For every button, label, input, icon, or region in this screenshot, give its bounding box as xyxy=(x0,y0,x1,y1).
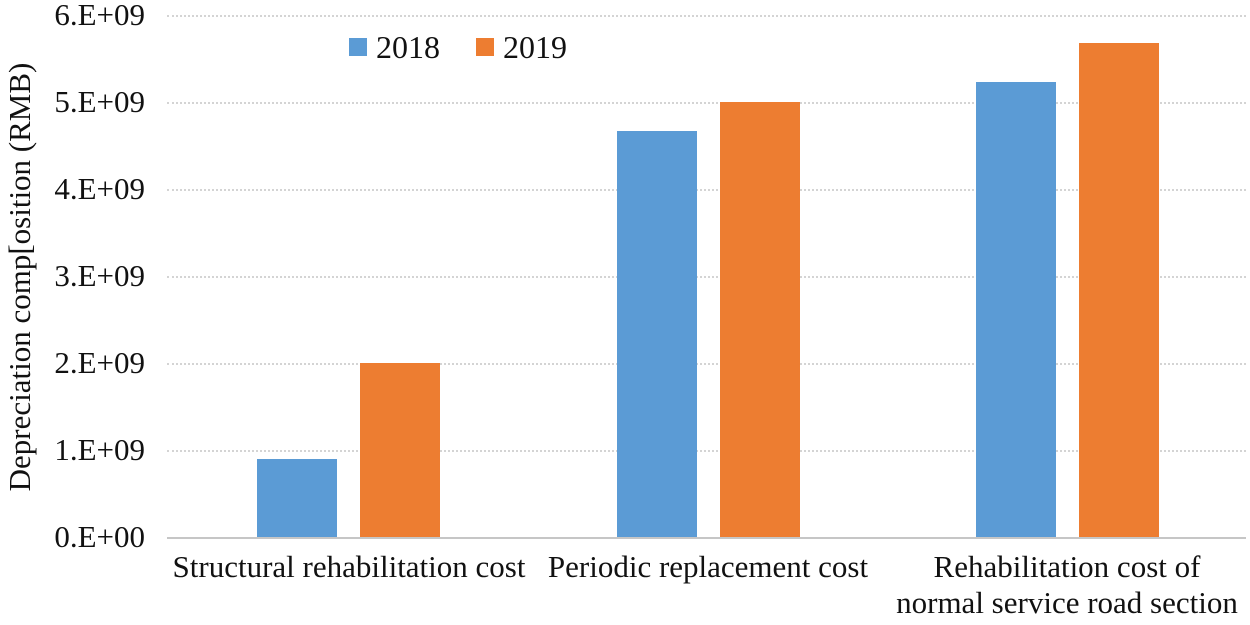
legend: 2018 2019 xyxy=(349,31,567,63)
category-label-periodic-replacement: Periodic replacement cost xyxy=(547,549,869,584)
y-axis-tick-label: 6.E+09 xyxy=(54,0,145,32)
gridline-1e9 xyxy=(167,450,1246,452)
legend-label-2018: 2018 xyxy=(376,29,440,65)
gridline-4e9 xyxy=(167,189,1246,191)
legend-item-2018: 2018 xyxy=(349,31,440,63)
bar-2018-structural-rehabilitation xyxy=(257,458,337,537)
plot-area xyxy=(167,15,1246,539)
category-label-normal-service-rehabilitation: Rehabilitation cost of normal service ro… xyxy=(896,549,1238,620)
legend-swatch-2018-icon xyxy=(349,38,367,56)
y-axis-tick-label: 1.E+09 xyxy=(54,432,145,467)
gridline-5e9 xyxy=(167,102,1246,104)
y-axis-tick-label: 5.E+09 xyxy=(54,84,145,119)
y-axis-tick-label: 2.E+09 xyxy=(54,345,145,380)
y-axis-tick-label: 0.E+00 xyxy=(54,519,145,554)
category-label-structural-rehabilitation: Structural rehabilitation cost xyxy=(172,549,526,584)
y-axis-tick-label: 3.E+09 xyxy=(54,258,145,293)
bar-2018-normal-service-rehabilitation xyxy=(976,82,1056,537)
gridline-3e9 xyxy=(167,276,1246,278)
gridline-2e9 xyxy=(167,363,1246,365)
bar-2019-periodic-replacement xyxy=(720,102,800,537)
bar-2018-periodic-replacement xyxy=(617,130,697,537)
legend-item-2019: 2019 xyxy=(476,31,567,63)
legend-label-2019: 2019 xyxy=(503,29,567,65)
bar-2019-structural-rehabilitation xyxy=(360,363,440,537)
gridline-6e9 xyxy=(167,15,1246,17)
x-axis-line xyxy=(167,537,1246,539)
legend-swatch-2019-icon xyxy=(476,38,494,56)
bar-2019-normal-service-rehabilitation xyxy=(1079,42,1159,537)
y-axis-tick-label: 4.E+09 xyxy=(54,171,145,206)
